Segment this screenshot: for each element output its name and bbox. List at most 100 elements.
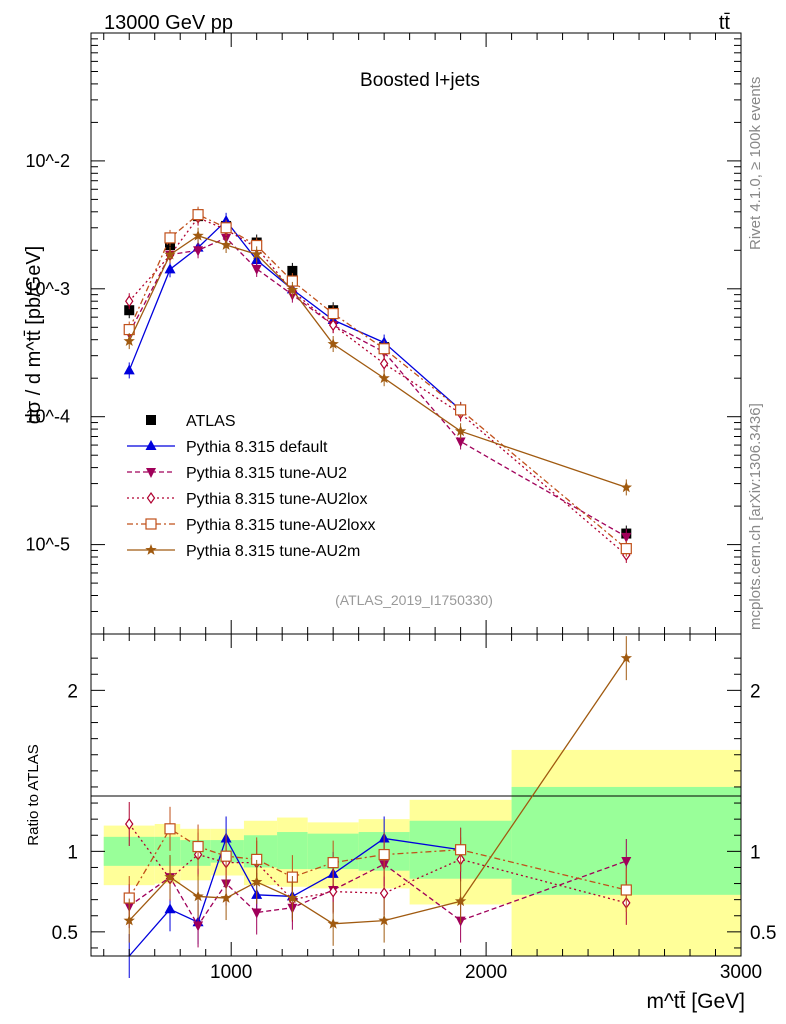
data-point bbox=[286, 283, 299, 295]
ratio-point bbox=[251, 875, 263, 887]
ratio-point bbox=[620, 884, 632, 896]
data-point bbox=[455, 437, 466, 448]
ratio-point bbox=[220, 850, 232, 862]
data-point bbox=[192, 209, 204, 221]
data-point bbox=[164, 232, 176, 244]
ratio-point bbox=[621, 857, 632, 868]
ratio-point bbox=[164, 903, 176, 914]
ratio-point bbox=[455, 844, 467, 856]
legend-label: Pythia 8.315 tune-AU2m bbox=[186, 543, 360, 560]
data-point bbox=[251, 248, 263, 260]
series-line bbox=[128, 213, 627, 550]
legend: ATLAS Pythia 8.315 default Pythia 8.315 tu… bbox=[127, 413, 375, 560]
ratio-point bbox=[378, 914, 390, 926]
rivet-version-label: Rivet 4.1.0, ≥ 100k events bbox=[747, 77, 764, 250]
ratio-line bbox=[128, 823, 627, 904]
legend-marker bbox=[146, 468, 156, 478]
data-point bbox=[192, 229, 204, 241]
ratio-y-ticks: 0.5 0.5 1 1 2 2 bbox=[52, 657, 776, 949]
ratio-y-tick-label: 2 bbox=[67, 681, 78, 702]
main-panel: Boosted l+jets (ATLAS_2019_I1750330) dσ … bbox=[23, 70, 493, 608]
legend-label: Pythia 8.315 tune-AU2loxx bbox=[186, 517, 375, 534]
data-point bbox=[455, 404, 467, 416]
ratio-point bbox=[328, 885, 338, 898]
y-tick-label: 10^-4 bbox=[26, 407, 70, 427]
legend-marker bbox=[145, 544, 157, 555]
data-point bbox=[378, 372, 390, 384]
data-point bbox=[220, 239, 232, 250]
ratio-point bbox=[192, 890, 204, 902]
data-point bbox=[378, 343, 390, 355]
x-tick-label: 1000 bbox=[210, 962, 252, 983]
ratio-y-tick-label: 1 bbox=[750, 842, 761, 863]
legend-label: Pythia 8.315 default bbox=[186, 439, 328, 456]
main-y-ticks: 10^-5 10^-4 10^-3 10^-2 bbox=[26, 32, 741, 635]
data-point bbox=[327, 338, 339, 349]
data-point bbox=[123, 335, 135, 346]
series-line bbox=[128, 237, 627, 538]
main-y-axis-label: dσ / d m^tt̄ [pb/GeV] bbox=[23, 246, 45, 424]
series-line bbox=[128, 235, 627, 489]
data-point bbox=[220, 222, 232, 234]
legend-marker bbox=[146, 491, 156, 505]
energy-label: 13000 GeV pp bbox=[104, 12, 233, 34]
data-point bbox=[620, 543, 632, 555]
data-point bbox=[454, 425, 467, 437]
ratio-point bbox=[193, 921, 204, 932]
data-point bbox=[327, 307, 339, 320]
ratio-y-axis-label: Ratio to ATLAS bbox=[25, 744, 42, 845]
y-tick-label: 10^-5 bbox=[26, 535, 70, 555]
data-point bbox=[379, 357, 389, 370]
data-point bbox=[287, 265, 298, 276]
ratio-y-tick-label: 0.5 bbox=[750, 923, 776, 944]
data-point bbox=[125, 295, 134, 308]
ratio-y-tick-label: 1 bbox=[67, 842, 78, 863]
legend-label: ATLAS bbox=[186, 413, 236, 430]
legend-marker bbox=[145, 518, 157, 530]
ratio-point bbox=[286, 892, 299, 903]
legend-marker bbox=[146, 415, 156, 425]
ratio-line bbox=[128, 860, 627, 927]
ratio-point bbox=[327, 917, 339, 929]
ratio-point bbox=[125, 817, 134, 831]
ratio-line bbox=[128, 827, 627, 899]
ratio-point bbox=[378, 848, 390, 861]
main-series bbox=[123, 206, 632, 563]
ratio-y-tick-label: 0.5 bbox=[52, 923, 78, 944]
ratio-point bbox=[220, 892, 232, 903]
process-label: tt̄ bbox=[719, 12, 731, 34]
plot-title: Boosted l+jets bbox=[360, 70, 480, 91]
data-point bbox=[620, 481, 632, 493]
x-tick-label: 3000 bbox=[720, 962, 762, 983]
x-ticks: 1000 2000 3000 bbox=[103, 33, 762, 983]
ratio-point bbox=[192, 840, 204, 853]
y-tick-label: 10^-3 bbox=[26, 279, 70, 299]
data-point bbox=[123, 364, 135, 375]
data-point bbox=[164, 248, 176, 260]
x-tick-label: 2000 bbox=[465, 962, 507, 983]
data-point bbox=[251, 264, 262, 275]
ratio-frame bbox=[90, 633, 742, 957]
mcplots-label: mcplots.cern.ch [arXiv:1306.3436] bbox=[747, 403, 764, 630]
ratio-point bbox=[327, 857, 339, 869]
legend-label: Pythia 8.315 tune-AU2lox bbox=[186, 491, 367, 508]
analysis-id: (ATLAS_2019_I1750330) bbox=[335, 592, 493, 608]
x-axis-label: m^tt̄ [GeV] bbox=[646, 990, 745, 1013]
ratio-point bbox=[251, 908, 262, 919]
ratio-series bbox=[123, 636, 632, 978]
ratio-band-green bbox=[154, 836, 181, 866]
legend-marker bbox=[145, 440, 157, 450]
data-point bbox=[328, 319, 338, 332]
ratio-point bbox=[620, 652, 632, 663]
data-point bbox=[193, 246, 204, 257]
ratio-y-tick-label: 2 bbox=[750, 681, 761, 702]
ratio-point bbox=[454, 895, 467, 907]
ratio-point bbox=[379, 887, 389, 900]
data-point bbox=[124, 305, 135, 316]
data-point bbox=[621, 532, 632, 543]
ratio-point bbox=[123, 914, 135, 926]
ratio-point bbox=[164, 871, 176, 882]
data-point bbox=[164, 263, 176, 274]
legend-label: Pythia 8.315 tune-AU2 bbox=[186, 465, 347, 482]
